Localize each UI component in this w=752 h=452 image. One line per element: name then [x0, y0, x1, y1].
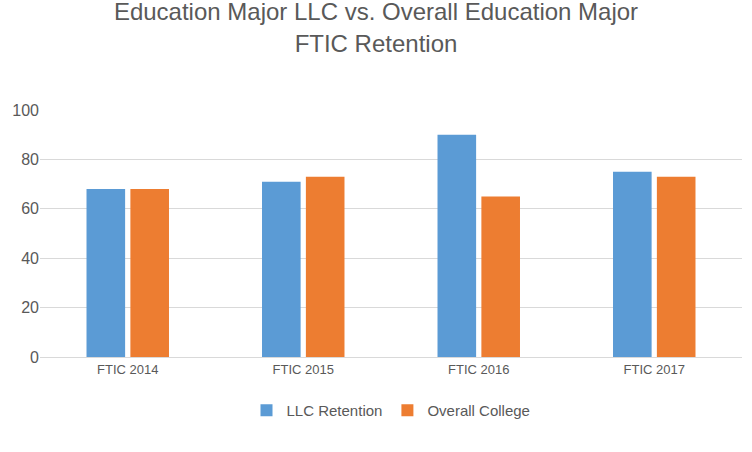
svg-text:FTIC 2014: FTIC 2014 [97, 362, 158, 377]
svg-text:80: 80 [21, 151, 39, 168]
svg-text:60: 60 [21, 200, 39, 217]
svg-text:FTIC 2015: FTIC 2015 [273, 362, 334, 377]
svg-text:20: 20 [21, 299, 39, 316]
svg-text:FTIC 2016: FTIC 2016 [448, 362, 509, 377]
svg-text:Education Major LLC vs. Overal: Education Major LLC vs. Overall Educatio… [114, 0, 638, 57]
svg-text:0: 0 [30, 349, 39, 366]
svg-text:Overall College: Overall College [427, 402, 530, 419]
svg-text:FTIC 2017: FTIC 2017 [624, 362, 685, 377]
svg-text:100: 100 [12, 102, 39, 119]
svg-text:40: 40 [21, 250, 39, 267]
svg-text:LLC Retention: LLC Retention [287, 402, 383, 419]
